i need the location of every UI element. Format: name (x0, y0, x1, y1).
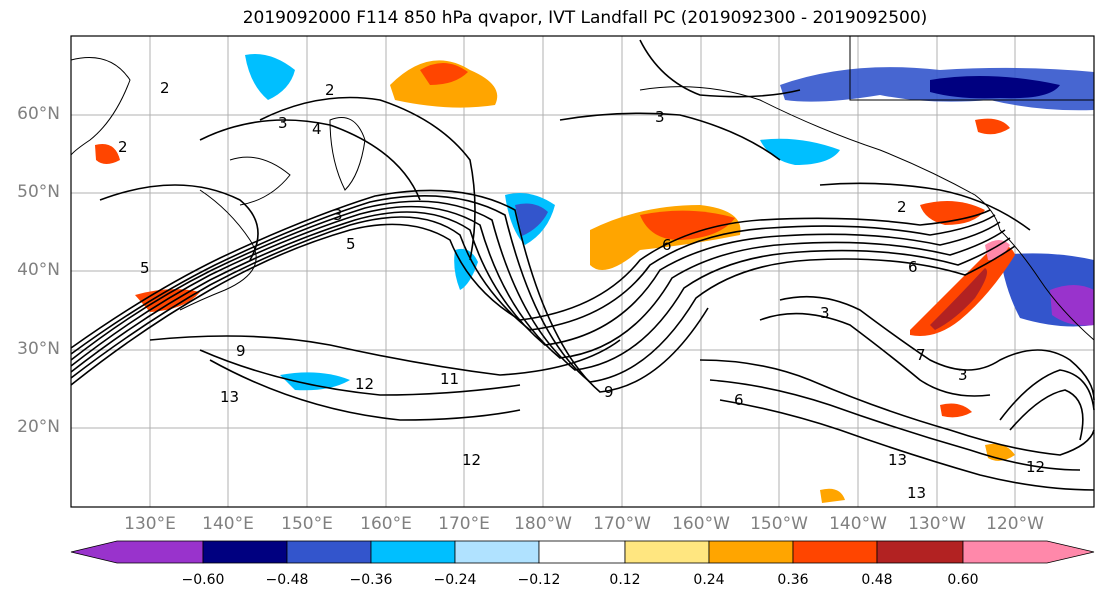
lon-label: 120°W (986, 514, 1044, 534)
colorbar-tick-label: 0.12 (609, 572, 641, 588)
contour-label: 6 (662, 236, 672, 254)
positive-anomaly-region (95, 144, 120, 164)
contour-label: 3 (820, 304, 830, 322)
negative-anomaly-region (515, 203, 548, 236)
contour-label: 7 (916, 346, 926, 364)
contour-label: 3 (958, 366, 968, 384)
colorbar-tick-label: 0.48 (861, 572, 893, 588)
contour-label: 3 (278, 114, 288, 132)
contour-label: 2 (897, 198, 907, 216)
colorbar-segment (792, 540, 878, 564)
contour-label: 9 (604, 383, 614, 401)
positive-anomaly-region (985, 240, 1010, 261)
contour-label: 6 (734, 391, 744, 409)
contour-label: 3 (333, 206, 343, 224)
colorbar-segment (370, 540, 456, 564)
plot-title: 2019092000 F114 850 hPa qvapor, IVT Land… (242, 8, 928, 28)
negative-anomaly-region (1050, 285, 1094, 326)
negative-anomaly-region (930, 76, 1060, 99)
colorbar-segment (202, 540, 288, 564)
positive-anomaly-region (975, 118, 1010, 135)
lon-label: 140°E (202, 514, 254, 534)
lon-label: 160°W (672, 514, 730, 534)
lat-label: 50°N (17, 182, 60, 202)
positive-anomaly-region (910, 246, 1015, 336)
lon-label: 130°E (124, 514, 176, 534)
colorbar-tick-label: 0.36 (777, 572, 809, 588)
contour-label: 2 (160, 79, 170, 97)
positive-anomaly-region (920, 201, 985, 225)
contour-label: 5 (140, 259, 150, 277)
colorbar-segment (708, 540, 794, 564)
lon-label: 140°W (829, 514, 887, 534)
colorbar-segment (454, 540, 540, 564)
colorbar-tick-label: 0.60 (947, 572, 979, 588)
map-frame (70, 35, 1095, 508)
colorbar-segment (286, 540, 372, 564)
contour-label: 12 (1026, 458, 1045, 476)
colorbar-tick-label: −0.48 (265, 572, 309, 588)
lon-label: 180°W (514, 514, 572, 534)
contour-label: 13 (220, 388, 239, 406)
positive-anomaly-region (640, 210, 735, 240)
positive-anomaly-region (390, 60, 498, 108)
contour-label: 2 (325, 81, 335, 99)
contour-label: 11 (440, 370, 459, 388)
lat-label: 40°N (17, 260, 60, 280)
positive-anomaly-region (930, 268, 988, 330)
contour-label: 12 (462, 451, 481, 469)
colorbar-tick-label: −0.12 (517, 572, 561, 588)
coastlines (70, 36, 1095, 341)
lat-label: 20°N (17, 417, 60, 437)
lon-label: 170°W (593, 514, 651, 534)
colorbar (70, 540, 1095, 564)
colorbar-tick-label: −0.36 (349, 572, 393, 588)
colorbar-segment (624, 540, 710, 564)
negative-anomaly-region (760, 138, 840, 165)
lon-label: 170°E (438, 514, 490, 534)
negative-anomaly-region (280, 372, 350, 391)
negative-anomaly-region (245, 54, 295, 100)
positive-anomaly-region (420, 62, 468, 85)
ivt-contours (70, 39, 1095, 491)
contour-label: 4 (312, 120, 322, 138)
colorbar-segment (538, 540, 626, 564)
colorbar-segment (70, 540, 204, 564)
colorbar-tick-label: −0.24 (433, 572, 477, 588)
contour-label: 5 (346, 235, 356, 253)
lat-label: 30°N (17, 339, 60, 359)
colorbar-segment (962, 540, 1095, 564)
lon-label: 130°W (908, 514, 966, 534)
contour-label: 13 (907, 484, 926, 502)
lon-label: 160°E (360, 514, 412, 534)
contour-label: 3 (655, 108, 665, 126)
contour-labels: 2 3 4 5 3 2 3 5 9 12 13 11 12 9 6 2 3 7 … (118, 79, 1045, 502)
contour-label: 13 (888, 451, 907, 469)
lon-label: 150°E (281, 514, 333, 534)
positive-anomaly-region (940, 403, 972, 418)
colorbar-segment (876, 540, 964, 564)
colorbar-tick-label: −0.60 (181, 572, 225, 588)
lat-label: 60°N (17, 104, 60, 124)
contour-label: 2 (118, 138, 128, 156)
contour-label: 9 (236, 342, 246, 360)
positive-anomaly-region (820, 488, 845, 503)
contour-label: 6 (908, 258, 918, 276)
lon-label: 150°W (750, 514, 808, 534)
colorbar-tick-label: 0.24 (693, 572, 725, 588)
contour-label: 12 (355, 375, 374, 393)
